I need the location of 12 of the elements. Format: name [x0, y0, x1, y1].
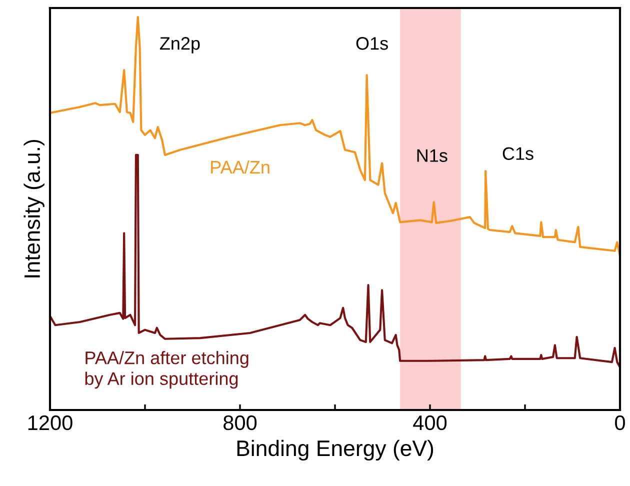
x-tick-label: 1200 — [28, 415, 72, 430]
y-axis-title: Intensity (a.u.) — [24, 140, 44, 278]
series-label: PAA/Zn — [211, 160, 270, 174]
x-tick-label: 0 — [615, 415, 625, 430]
annotation: O1s — [356, 37, 388, 50]
x-tick-label: 400 — [413, 415, 447, 430]
annotation: N1s — [417, 149, 448, 162]
series-label: PAA/Zn after etching by Ar ion sputtering — [85, 351, 248, 389]
annotation: Zn2p — [160, 37, 200, 54]
x-axis-title: Binding Energy (eV) — [237, 440, 434, 461]
x-tick-label: 800 — [224, 415, 257, 430]
annotation: C1s — [502, 147, 534, 160]
